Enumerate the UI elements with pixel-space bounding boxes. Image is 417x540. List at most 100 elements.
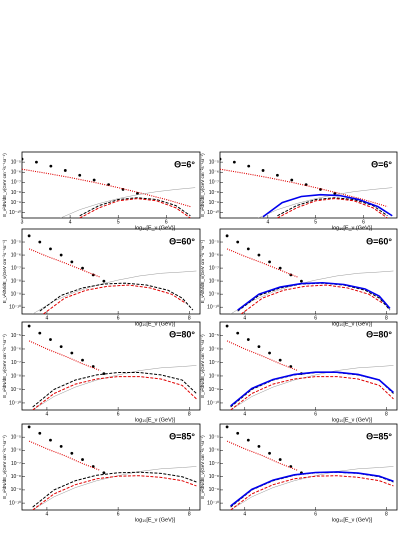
panel: 10⁻⁵ 10⁻⁶ 10⁻⁷ 10⁻⁸ 10⁻⁹ 10⁻¹⁰ 4 6 8 log₁₀[E_ν (G… [2, 228, 201, 327]
x-axis-label: log₁₀[E_ν (GeV)] [332, 321, 373, 327]
plot-frame [219, 321, 398, 411]
curve [262, 193, 393, 218]
curve [230, 471, 394, 507]
curve [230, 365, 394, 410]
x-axis-label: log₁₀[E_ν (GeV)] [332, 417, 373, 423]
marker [225, 234, 229, 238]
y-tick-label: 10⁻⁹ [209, 487, 219, 493]
marker [278, 358, 282, 362]
marker [59, 444, 63, 448]
y-axis-label: E_ν²dN/dE_ν(GeV cm⁻²s⁻¹sr⁻¹) [200, 334, 205, 398]
curve [230, 270, 394, 314]
y-tick-label: 10⁻⁵ [209, 333, 219, 339]
curve [230, 475, 394, 510]
curve [32, 376, 197, 410]
marker [70, 451, 74, 455]
curve [230, 371, 394, 407]
marker [268, 451, 271, 455]
marker [236, 331, 240, 335]
curve [79, 197, 191, 217]
marker [70, 260, 74, 264]
marker [81, 458, 84, 461]
x-axis-label: log₁₀[E_ν (GeV)] [332, 517, 373, 523]
marker [225, 324, 229, 328]
y-tick-label: 10⁻⁶ [11, 346, 21, 352]
x-tick-label: 4 [266, 219, 269, 225]
marker [78, 173, 82, 177]
x-tick-label: 3 [21, 219, 24, 225]
curve [60, 187, 196, 218]
marker [92, 178, 96, 182]
data-area [27, 324, 197, 410]
plot-frame [21, 151, 201, 219]
x-tick-label: 6 [117, 315, 120, 321]
marker [300, 279, 303, 283]
marker [276, 173, 279, 177]
x-tick-label: 5 [117, 219, 120, 225]
x-tick-label: 6 [314, 411, 317, 417]
y-tick-label: 10⁻⁸ [11, 278, 21, 284]
y-tick-label: 10⁻¹⁰ [207, 400, 219, 406]
x-axis-label: log₁₀[E_ν (GeV)] [135, 225, 176, 231]
marker [236, 431, 240, 435]
marker [22, 157, 24, 161]
marker [27, 234, 31, 238]
y-tick-label: 10⁻⁹ [209, 200, 219, 206]
x-tick-label: 6 [314, 511, 317, 517]
marker [257, 444, 261, 448]
curve [32, 270, 197, 314]
x-tick-label: 8 [385, 511, 388, 517]
y-axis-label: E_ν²dN/dE_ν(GeV cm⁻²s⁻¹sr⁻¹) [2, 153, 7, 217]
y-tick-label: 10⁻⁵ [209, 435, 219, 441]
plot-frame [21, 228, 201, 315]
curve [226, 440, 299, 471]
y-tick-label: 10⁻⁷ [11, 180, 21, 186]
annotation: Θ=80° [366, 329, 392, 339]
x-tick-label: 4 [243, 315, 246, 321]
marker [38, 331, 42, 335]
annotation: Θ=60° [366, 236, 392, 246]
marker [232, 160, 236, 164]
annotation: Θ=60° [169, 236, 195, 246]
marker [278, 458, 282, 461]
x-tick-label: 4 [46, 511, 49, 517]
y-tick-label: 10⁻⁷ [11, 461, 21, 467]
y-tick-label: 10⁻⁵ [11, 435, 21, 441]
x-tick-label: 8 [188, 315, 191, 321]
x-tick-label: 4 [46, 411, 49, 417]
marker [136, 192, 139, 195]
curve [226, 340, 299, 372]
annotation: Θ=85° [169, 431, 195, 441]
marker [257, 345, 261, 349]
y-tick-label: 10⁻⁶ [209, 346, 219, 352]
curve [230, 376, 394, 410]
x-tick-label: 8 [385, 315, 388, 321]
y-tick-label: 10⁻⁶ [209, 448, 219, 454]
marker [49, 438, 52, 442]
plot-frame [21, 321, 201, 411]
y-axis-label: E_ν²dN/dE_ν(GeV cm⁻²s⁻¹sr⁻¹) [2, 435, 7, 499]
y-tick-label: 10⁻⁷ [11, 360, 21, 366]
y-tick-label: 10⁻¹⁰ [9, 210, 21, 216]
plot-frame [21, 423, 201, 511]
y-tick-label: 10⁻¹⁰ [207, 500, 219, 506]
marker [268, 351, 271, 355]
y-tick-label: 10⁻⁵ [11, 159, 21, 165]
marker [102, 279, 106, 283]
y-tick-label: 10⁻⁸ [11, 190, 21, 196]
marker [35, 160, 38, 164]
x-axis-label: log₁₀[E_ν (GeV)] [135, 321, 176, 327]
curve [39, 282, 194, 312]
curve [32, 372, 197, 408]
marker [257, 253, 261, 257]
y-tick-label: 10⁻⁷ [209, 360, 219, 366]
y-tick-label: 10⁻⁸ [209, 278, 219, 284]
y-tick-label: 10⁻⁷ [209, 461, 219, 467]
curve [226, 248, 299, 278]
annotation: Θ=6° [371, 159, 392, 169]
y-tick-label: 10⁻⁶ [11, 448, 21, 454]
annotation: Θ=85° [366, 431, 392, 441]
marker [59, 253, 63, 257]
data-area [220, 157, 393, 218]
y-tick-label: 10⁻⁶ [209, 170, 219, 176]
